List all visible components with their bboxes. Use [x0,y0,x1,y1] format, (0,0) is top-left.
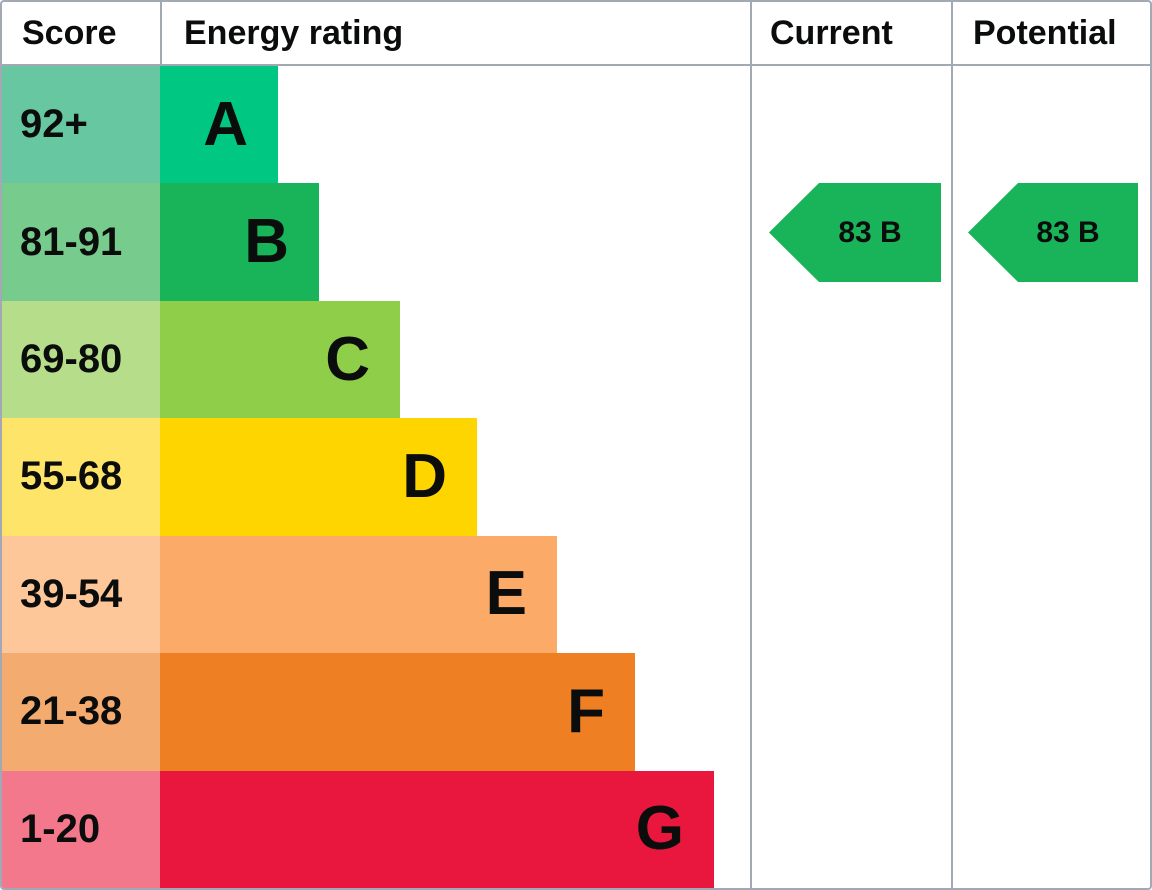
score-range-c: 69-80 [2,300,160,419]
rating-bar-f: F [160,653,635,771]
band-row-a: 92+ A [2,66,750,184]
band-row-e: 39-54 E [2,535,750,654]
rating-bar-e: E [160,535,557,654]
band-row-f: 21-38 F [2,653,750,771]
score-range-b: 81-91 [2,183,160,301]
potential-rating-arrow: 83 B [968,183,1138,282]
rating-letter-b: B [244,207,289,277]
potential-rating-label: 83 B [1036,215,1100,249]
header-potential: Potential [973,13,1117,52]
rating-letter-g: G [635,794,684,864]
current-column-divider [750,2,752,888]
rating-letter-c: C [325,324,370,394]
rating-letter-a: A [203,89,248,159]
header-energy-rating: Energy rating [184,13,404,52]
rating-letter-e: E [485,559,527,629]
rating-letter-f: F [567,676,605,746]
score-column-divider [160,2,162,64]
rating-bands: 92+ A 81-91 B 69-80 C 55-68 D 39-54 E 21… [2,66,750,888]
band-row-b: 81-91 B [2,183,750,301]
header-current: Current [770,13,893,52]
header-score: Score [22,13,117,52]
score-range-f: 21-38 [2,653,160,771]
band-row-g: 1-20 G [2,770,750,888]
rating-bar-g: G [160,770,714,888]
rating-bar-a: A [160,66,278,184]
band-row-d: 55-68 D [2,418,750,536]
score-range-d: 55-68 [2,418,160,536]
current-rating-label: 83 B [838,215,902,249]
current-rating-arrow: 83 B [769,183,941,282]
score-range-e: 39-54 [2,535,160,654]
rating-bar-b: B [160,183,319,301]
rating-letter-d: D [402,441,447,511]
header-divider-line [2,64,1150,66]
score-range-g: 1-20 [2,770,160,888]
potential-column-divider [951,2,953,888]
rating-bar-c: C [160,300,400,419]
score-range-a: 92+ [2,66,160,184]
rating-bar-d: D [160,418,477,536]
band-row-c: 69-80 C [2,300,750,419]
